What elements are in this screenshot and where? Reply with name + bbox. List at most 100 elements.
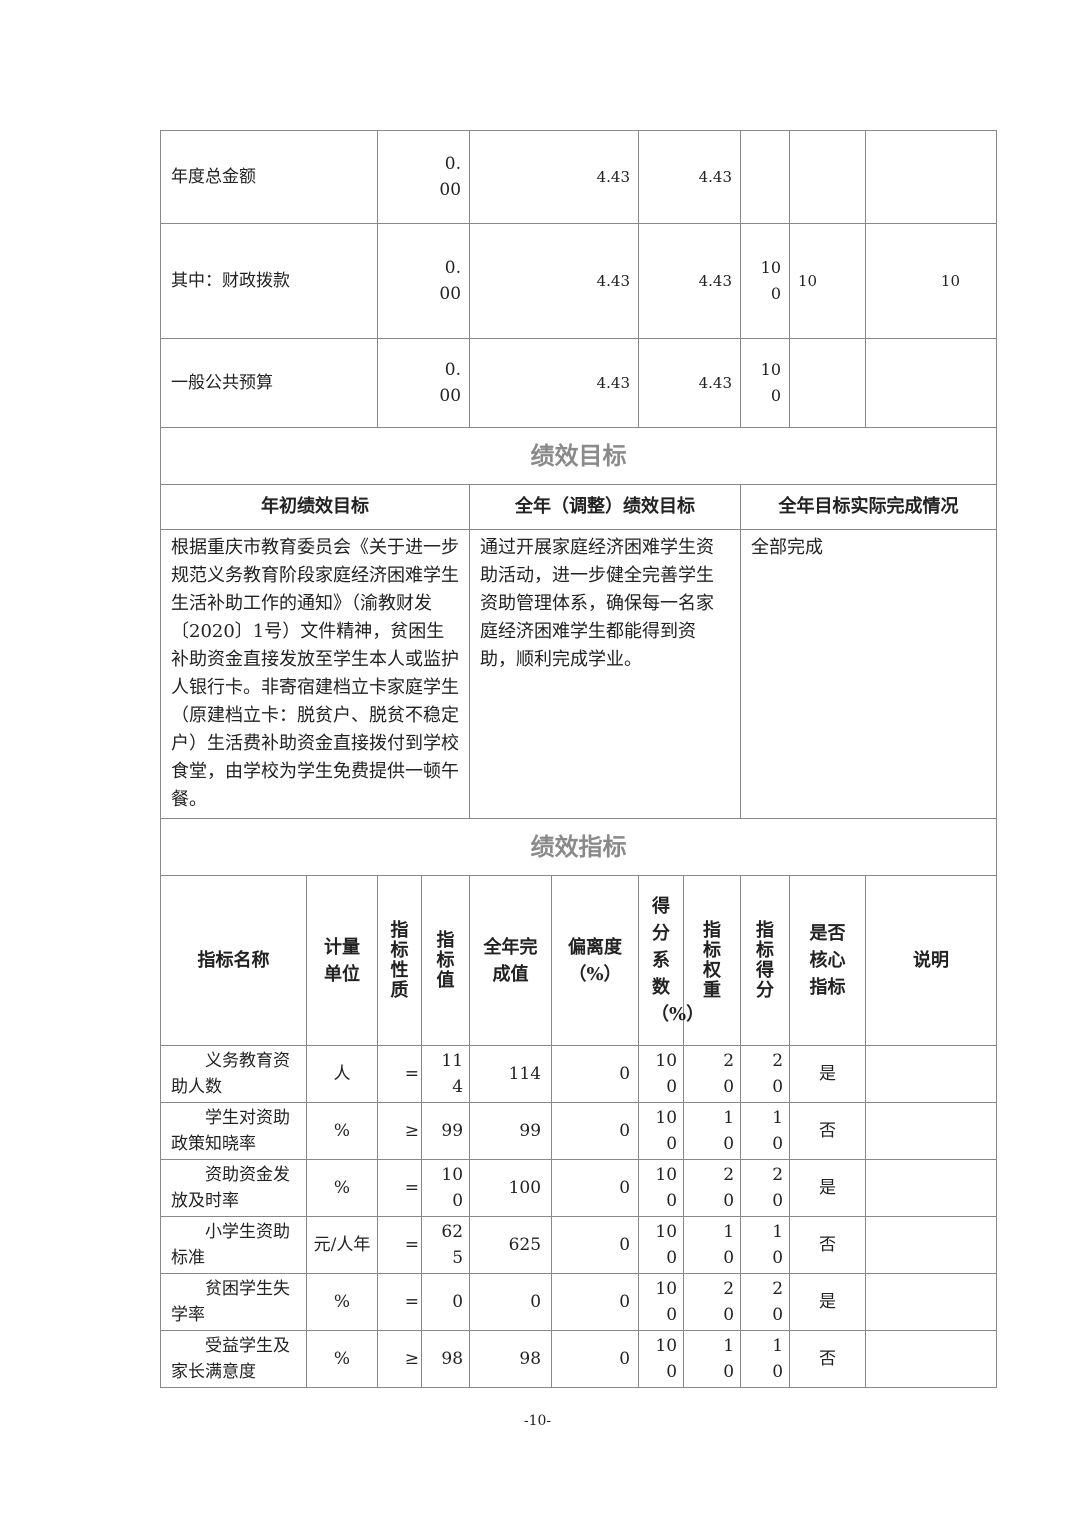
indicator-weight: 20 — [683, 1045, 742, 1103]
header-note: 说明 — [865, 875, 998, 1046]
indicator-unit: 人 — [306, 1045, 378, 1103]
indicator-nature: = — [377, 1045, 422, 1103]
indicator-row: 义务教育资助人数人 = 114 114 0 100 20 20 是 — [160, 1045, 998, 1103]
indicator-target: 625 — [420, 1216, 471, 1274]
indicator-deviation: 0 — [551, 1273, 640, 1331]
indicator-unit: % — [306, 1159, 378, 1217]
indicator-core: 否 — [789, 1102, 867, 1160]
indicator-core: 否 — [789, 1330, 867, 1388]
budget-adjusted: 4.43 — [469, 223, 640, 339]
indicator-note — [865, 1273, 998, 1331]
header-weight: 指标权重 — [683, 875, 742, 1046]
indicator-actual: 99 — [469, 1102, 553, 1160]
indicator-coef: 100 — [638, 1273, 685, 1331]
performance-table: 年度总金额 0.00 4.43 4.43 其中：财政拨款 0.00 4.43 4.43 100 1… — [159, 130, 998, 1388]
indicator-coef: 100 — [638, 1330, 685, 1388]
goal-header-adjusted: 全年（调整）绩效目标 — [469, 484, 742, 530]
budget-executed: 4.43 — [638, 130, 742, 224]
indicator-nature: ≥ — [377, 1330, 422, 1388]
header-coef: 得分系数（%） — [638, 875, 704, 1046]
budget-initial: 0.00 — [376, 223, 471, 339]
budget-executed: 4.43 — [638, 338, 742, 428]
budget-weight: 10 — [789, 223, 867, 339]
indicator-score: 10 — [740, 1216, 791, 1274]
indicator-deviation: 0 — [551, 1216, 640, 1274]
indicator-score: 10 — [740, 1330, 791, 1388]
header-actual: 全年完成值 — [469, 875, 553, 1046]
indicator-weight: 10 — [683, 1330, 742, 1388]
header-nature: 指标性质 — [377, 875, 422, 1046]
indicator-unit: % — [306, 1102, 378, 1160]
header-core: 是否核心指标 — [789, 875, 867, 1046]
indicator-row: 贫困学生失学率% = 0 0 0 100 20 20 是 — [160, 1273, 998, 1331]
budget-rate — [740, 130, 791, 224]
budget-rate: 100 — [740, 338, 791, 428]
indicator-name: 资助资金发放及时率 — [160, 1159, 307, 1217]
budget-score — [865, 130, 998, 224]
indicator-row: 学生对资助政策知晓率% ≥99 99 0 100 10 10 否 — [160, 1102, 998, 1160]
indicator-deviation: 0 — [551, 1102, 640, 1160]
indicator-coef: 100 — [638, 1102, 685, 1160]
indicator-target: 0 — [420, 1273, 471, 1331]
indicator-note — [865, 1102, 998, 1160]
indicator-note — [865, 1045, 998, 1103]
header-unit: 计量单位 — [306, 875, 378, 1046]
indicator-unit: % — [306, 1273, 378, 1331]
header-score: 指标得分 — [740, 875, 791, 1046]
budget-row: 一般公共预算 0.00 4.43 4.43 100 — [160, 338, 998, 428]
indicators-section-title: 绩效指标 — [159, 818, 998, 876]
header-deviation: 偏离度（%） — [551, 875, 640, 1046]
indicator-nature: = — [377, 1273, 422, 1331]
indicator-score: 10 — [740, 1102, 791, 1160]
budget-initial: 0.00 — [376, 338, 471, 428]
goal-header-initial: 年初绩效目标 — [159, 484, 471, 530]
indicator-core: 是 — [789, 1273, 867, 1331]
goal-initial-text: 根据重庆市教育委员会《关于进一步规范义务教育阶段家庭经济困难学生生活补助工作的通… — [159, 529, 471, 819]
goal-header-actual: 全年目标实际完成情况 — [740, 484, 998, 530]
indicator-actual: 100 — [469, 1159, 553, 1217]
indicator-nature: = — [377, 1216, 422, 1274]
indicator-score: 20 — [740, 1045, 791, 1103]
indicator-weight: 10 — [683, 1102, 742, 1160]
indicator-note — [865, 1330, 998, 1388]
header-name: 指标名称 — [160, 875, 307, 1046]
indicator-actual: 625 — [469, 1216, 553, 1274]
header-target: 指标值 — [420, 875, 471, 1046]
goals-section-title: 绩效目标 — [159, 427, 998, 485]
budget-score — [865, 338, 998, 428]
indicator-row: 受益学生及家长满意度% ≥98 98 0 100 10 10 否 — [160, 1330, 998, 1388]
indicator-row: 资助资金发放及时率% = 100 100 0 100 20 20 是 — [160, 1159, 998, 1217]
indicator-core: 是 — [789, 1159, 867, 1217]
indicator-coef: 100 — [638, 1216, 685, 1274]
indicator-name: 小学生资助标准 — [160, 1216, 307, 1274]
indicator-note — [865, 1159, 998, 1217]
indicator-deviation: 0 — [551, 1330, 640, 1388]
indicator-unit: % — [306, 1330, 378, 1388]
indicator-core: 否 — [789, 1216, 867, 1274]
goal-adjusted-text: 通过开展家庭经济困难学生资助活动，进一步健全完善学生资助管理体系，确保每一名家庭… — [469, 529, 742, 819]
goal-actual-text: 全部完成 — [740, 529, 998, 819]
indicator-actual: 114 — [469, 1045, 553, 1103]
indicator-unit: 元/人年 — [306, 1216, 378, 1274]
budget-label: 其中：财政拨款 — [160, 223, 378, 339]
budget-label: 一般公共预算 — [160, 338, 378, 428]
indicator-weight: 20 — [683, 1159, 742, 1217]
budget-rate: 100 — [740, 223, 791, 339]
budget-score: 10 — [865, 223, 998, 339]
budget-label: 年度总金额 — [160, 130, 378, 224]
budget-adjusted: 4.43 — [469, 338, 640, 428]
indicator-actual: 0 — [469, 1273, 553, 1331]
indicator-nature: = — [377, 1159, 422, 1217]
indicator-score: 20 — [740, 1273, 791, 1331]
indicator-name: 贫困学生失学率 — [160, 1273, 307, 1331]
indicator-header-row: 指标名称 计量单位 指标性质 指标值 全年完成值 偏离度（%） 得分系数（%） … — [160, 875, 998, 1046]
indicator-name: 受益学生及家长满意度 — [160, 1330, 307, 1388]
budget-initial: 0.00 — [376, 130, 471, 224]
indicator-deviation: 0 — [551, 1159, 640, 1217]
indicator-target: 114 — [420, 1045, 471, 1103]
indicator-name: 义务教育资助人数 — [160, 1045, 307, 1103]
indicator-actual: 98 — [469, 1330, 553, 1388]
budget-weight — [789, 338, 867, 428]
indicator-weight: 10 — [683, 1216, 742, 1274]
indicator-core: 是 — [789, 1045, 867, 1103]
